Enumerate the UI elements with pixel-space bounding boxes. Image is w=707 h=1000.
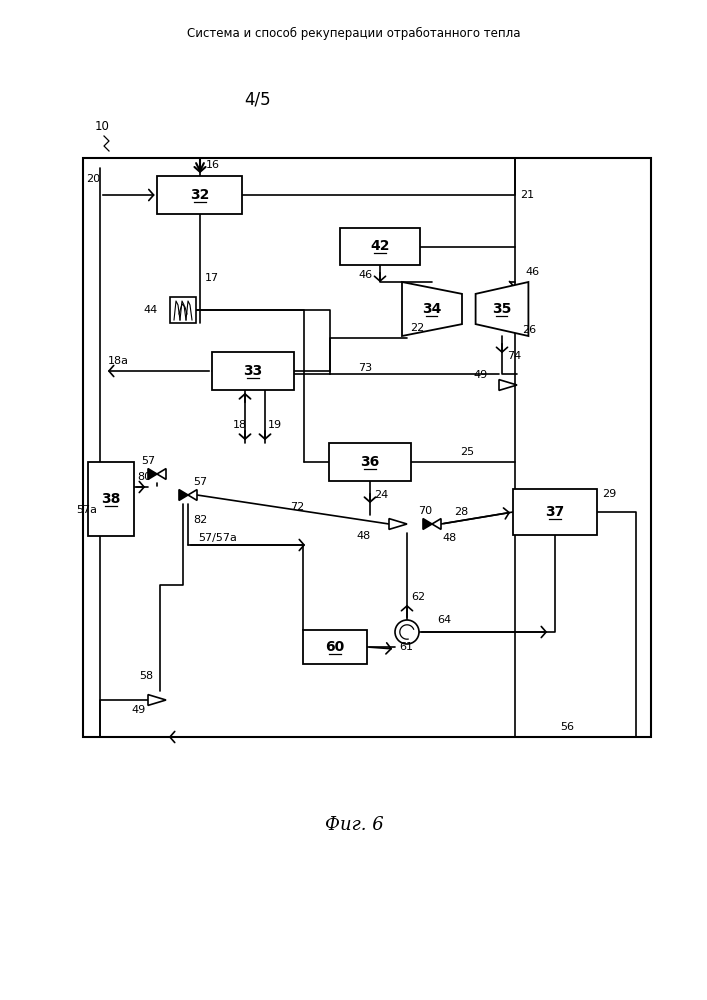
Text: 22: 22 (410, 323, 424, 333)
Text: 61: 61 (399, 642, 413, 652)
Polygon shape (389, 519, 407, 529)
Text: 57: 57 (193, 477, 207, 487)
Polygon shape (499, 380, 517, 390)
Text: 70: 70 (418, 506, 432, 516)
Text: 10: 10 (95, 119, 110, 132)
Text: 46: 46 (525, 267, 539, 277)
Text: 38: 38 (101, 492, 121, 506)
Text: 56: 56 (560, 722, 574, 732)
Text: 29: 29 (602, 489, 617, 499)
Text: 72: 72 (290, 502, 304, 512)
Bar (88, 462, 134, 536)
Text: 35: 35 (492, 302, 512, 316)
Circle shape (395, 620, 419, 644)
Polygon shape (179, 490, 188, 500)
Text: 24: 24 (374, 490, 388, 500)
Text: 4/5: 4/5 (245, 90, 271, 108)
Bar (340, 228, 420, 265)
Polygon shape (476, 282, 528, 336)
Text: 18a: 18a (108, 356, 129, 366)
Bar (158, 176, 243, 214)
Text: 60: 60 (325, 640, 344, 654)
Text: 48: 48 (356, 531, 370, 541)
Text: 73: 73 (358, 363, 372, 373)
Text: 20: 20 (86, 174, 100, 184)
Text: Фиг. 6: Фиг. 6 (325, 816, 383, 834)
Bar (83, 158, 651, 737)
Bar (170, 297, 196, 323)
Text: 34: 34 (422, 302, 442, 316)
Bar (303, 630, 367, 664)
Text: 19: 19 (268, 420, 282, 430)
Text: 46: 46 (358, 270, 372, 280)
Polygon shape (402, 282, 462, 336)
Text: 49: 49 (473, 370, 487, 380)
Bar (513, 489, 597, 535)
Text: 25: 25 (460, 447, 474, 457)
Text: 58: 58 (139, 671, 153, 681)
Text: 16: 16 (206, 160, 220, 170)
Text: 17: 17 (205, 273, 219, 283)
Polygon shape (432, 519, 441, 529)
Polygon shape (423, 519, 432, 529)
Text: 82: 82 (193, 515, 207, 525)
Polygon shape (148, 695, 166, 705)
Polygon shape (157, 469, 166, 479)
Text: 49: 49 (131, 705, 145, 715)
Text: 33: 33 (243, 364, 262, 378)
Text: 57a: 57a (76, 505, 97, 515)
Text: 36: 36 (361, 455, 380, 469)
Text: Система и способ рекуперации отработанного тепла: Система и способ рекуперации отработанно… (187, 27, 521, 40)
Text: 44: 44 (143, 305, 157, 315)
Text: 21: 21 (520, 190, 534, 200)
Polygon shape (188, 490, 197, 500)
Text: 18: 18 (233, 420, 247, 430)
Text: 57: 57 (141, 456, 155, 466)
Text: 26: 26 (522, 325, 536, 335)
Text: 48: 48 (442, 533, 456, 543)
Text: 42: 42 (370, 239, 390, 253)
Text: 37: 37 (545, 505, 565, 519)
Polygon shape (148, 469, 157, 479)
Text: 64: 64 (437, 615, 451, 625)
Bar (212, 352, 294, 390)
Text: 80: 80 (137, 472, 151, 482)
Text: 28: 28 (454, 507, 468, 517)
Text: 57/57a: 57/57a (198, 533, 237, 543)
Text: 32: 32 (190, 188, 210, 202)
Text: 74: 74 (507, 351, 521, 361)
Text: 62: 62 (411, 592, 425, 602)
Bar (329, 443, 411, 481)
